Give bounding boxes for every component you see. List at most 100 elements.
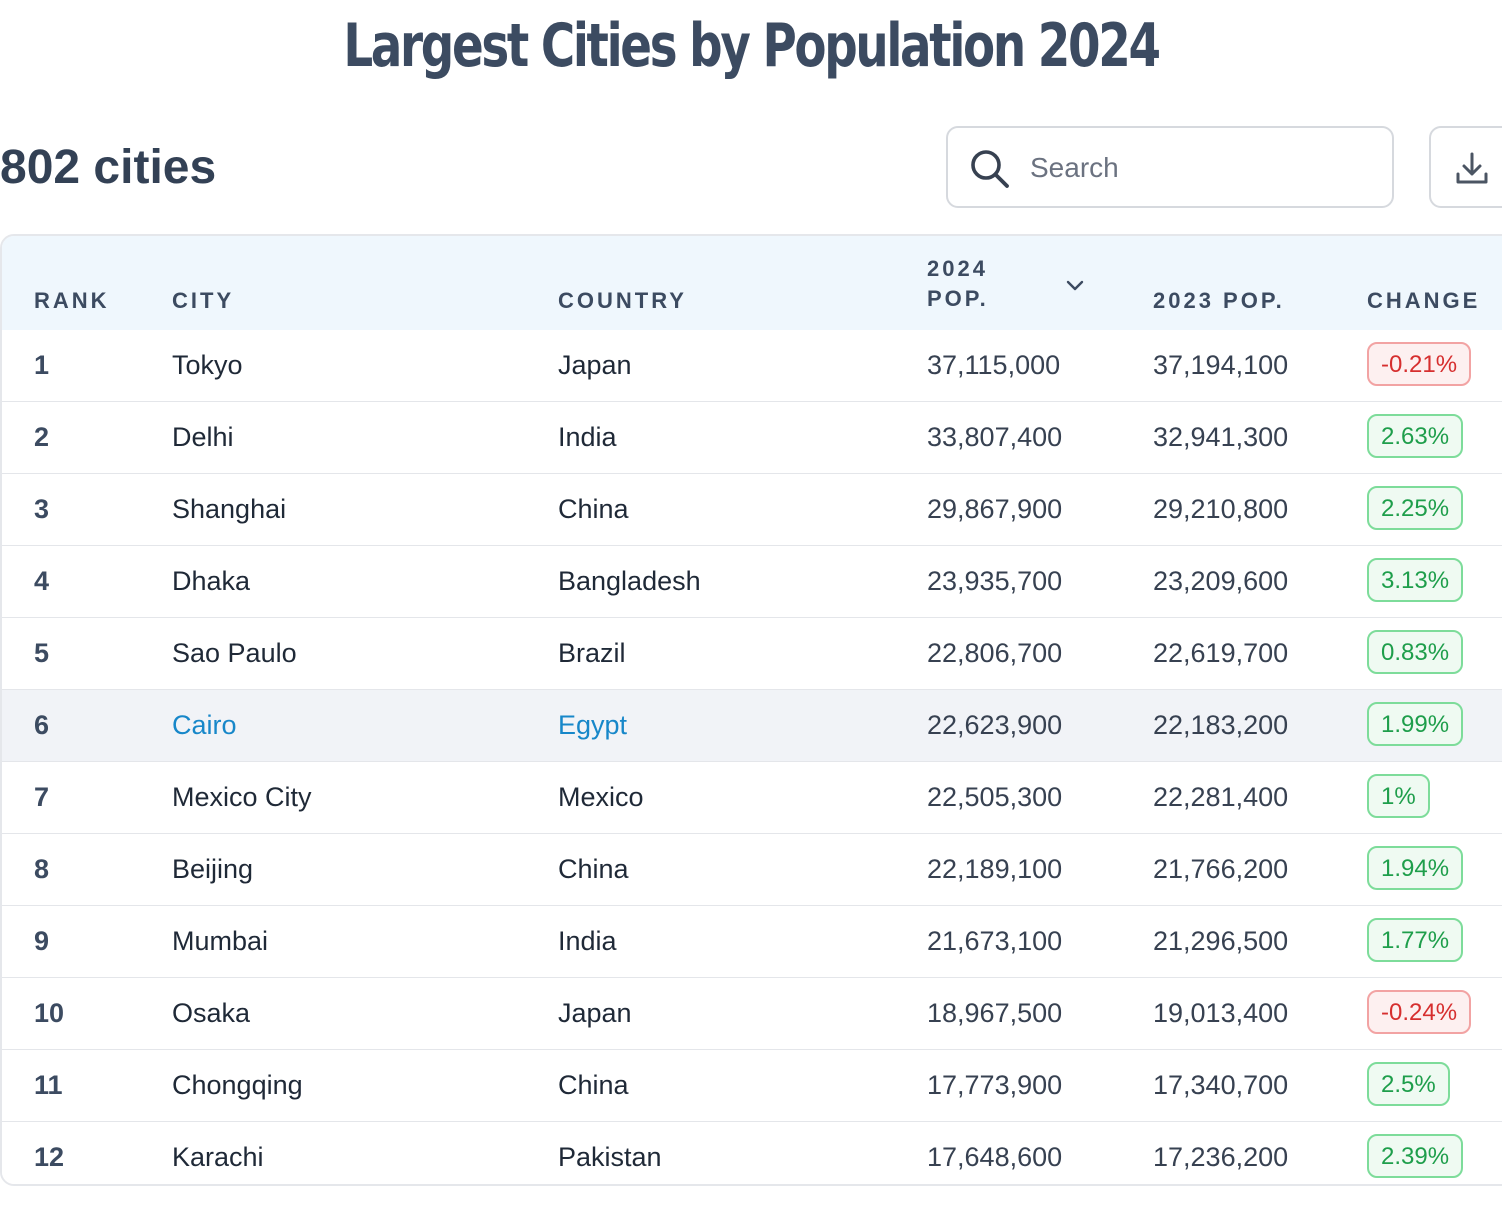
rank-cell: 12 [34, 1142, 65, 1172]
download-button[interactable] [1429, 126, 1502, 208]
population-2024-cell: 37,115,000 [927, 350, 1061, 380]
population-2023-cell: 17,236,200 [1153, 1142, 1289, 1172]
search-input[interactable]: Search [1030, 152, 1119, 183]
city-link[interactable]: Shanghai [172, 494, 287, 524]
rank-cell: 3 [34, 494, 50, 524]
change-badge: 1.77% [1367, 918, 1464, 962]
column-header-country[interactable]: COUNTRY [558, 288, 687, 313]
population-2023-cell: 17,340,700 [1153, 1070, 1289, 1100]
chevron-down-icon[interactable] [1064, 274, 1086, 296]
city-link[interactable]: Dhaka [172, 566, 251, 596]
city-link[interactable]: Beijing [172, 854, 254, 884]
table-row[interactable]: 4 Dhaka Bangladesh 23,935,700 23,209,600 3.13… [2, 546, 1502, 618]
population-2023-cell: 22,281,400 [1153, 782, 1289, 812]
city-count: 802 cities [0, 141, 217, 194]
change-badge: 1.94% [1367, 846, 1464, 890]
column-header-change[interactable]: CHANGE [1367, 288, 1481, 313]
population-2023-cell: 21,766,200 [1153, 854, 1289, 884]
table-row[interactable]: 12 Karachi Pakistan 17,648,600 17,236,200 2.3… [2, 1122, 1502, 1184]
population-2024-cell: 33,807,400 [927, 422, 1063, 452]
cities-table: RANK CITY COUNTRY 2024 POP. 2023 POP. CH… [0, 234, 1502, 1186]
rank-cell: 2 [34, 422, 50, 452]
table-header: RANK CITY COUNTRY 2024 POP. 2023 POP. CH… [2, 236, 1502, 332]
country-link[interactable]: Japan [558, 998, 632, 1028]
city-link[interactable]: Mumbai [172, 926, 269, 956]
population-2024-cell: 18,967,500 [927, 998, 1063, 1028]
table-row[interactable]: 8 Beijing China 22,189,100 21,766,200 1.94% [2, 834, 1502, 906]
change-badge: -0.21% [1367, 342, 1472, 386]
population-2024-cell: 22,623,900 [927, 710, 1063, 740]
table-row[interactable]: 3 Shanghai China 29,867,900 29,210,800 2.25% [2, 474, 1502, 546]
table-row[interactable]: 6 Cairo Egypt 22,623,900 22,183,200 1.99% [2, 690, 1502, 762]
country-link[interactable]: Japan [558, 350, 632, 380]
column-header-pop-2023[interactable]: 2023 POP. [1153, 288, 1285, 313]
change-badge: 1.99% [1367, 702, 1464, 746]
population-2024-cell: 17,648,600 [927, 1142, 1063, 1172]
table-row[interactable]: 11 Chongqing China 17,773,900 17,340,700 2.5% [2, 1050, 1502, 1122]
table-row[interactable]: 1 Tokyo Japan 37,115,000 37,194,100 -0.21% [2, 330, 1502, 402]
change-badge: -0.24% [1367, 990, 1472, 1034]
page-title: Largest Cities by Population 2024 [343, 11, 1161, 81]
population-2024-cell: 21,673,100 [927, 926, 1063, 956]
change-badge: 2.25% [1367, 486, 1464, 530]
city-link[interactable]: Sao Paulo [172, 638, 297, 668]
search-icon [971, 150, 1009, 188]
country-link[interactable]: Egypt [558, 710, 628, 740]
country-link[interactable]: Pakistan [558, 1142, 662, 1172]
population-2023-cell: 22,619,700 [1153, 638, 1289, 668]
population-2023-cell: 29,210,800 [1153, 494, 1289, 524]
country-link[interactable]: China [558, 494, 629, 524]
column-header-rank[interactable]: RANK [34, 288, 110, 313]
city-link[interactable]: Tokyo [172, 350, 243, 380]
city-link[interactable]: Osaka [172, 998, 251, 1028]
change-badge: 3.13% [1367, 558, 1464, 602]
city-link[interactable]: Mexico City [172, 782, 312, 812]
download-icon [1456, 152, 1488, 184]
population-2024-cell: 29,867,900 [927, 494, 1063, 524]
rank-cell: 6 [34, 710, 50, 740]
population-2024-cell: 22,505,300 [927, 782, 1063, 812]
table-row[interactable]: 10 Osaka Japan 18,967,500 19,013,400 -0.24% [2, 978, 1502, 1050]
population-2023-cell: 32,941,300 [1153, 422, 1289, 452]
rank-cell: 9 [34, 926, 50, 956]
search-box[interactable]: Search [946, 126, 1394, 208]
country-link[interactable]: India [558, 926, 617, 956]
country-link[interactable]: India [558, 422, 617, 452]
city-link[interactable]: Karachi [172, 1142, 264, 1172]
population-2024-cell: 22,806,700 [927, 638, 1063, 668]
country-link[interactable]: Brazil [558, 638, 626, 668]
rank-cell: 11 [34, 1070, 63, 1100]
column-header-pop-2024[interactable]: 2024 POP. [927, 256, 989, 311]
table-body: 1 Tokyo Japan 37,115,000 37,194,100 -0.21% 2 De… [2, 330, 1502, 1184]
rank-cell: 5 [34, 638, 50, 668]
rank-cell: 10 [34, 998, 65, 1028]
country-link[interactable]: Bangladesh [558, 566, 701, 596]
city-link[interactable]: Cairo [172, 710, 237, 740]
population-2023-cell: 22,183,200 [1153, 710, 1289, 740]
rank-cell: 7 [34, 782, 50, 812]
country-link[interactable]: China [558, 1070, 629, 1100]
rank-cell: 4 [34, 566, 50, 596]
population-2023-cell: 23,209,600 [1153, 566, 1289, 596]
change-badge: 2.39% [1367, 1134, 1464, 1178]
change-badge: 2.5% [1367, 1062, 1450, 1106]
city-link[interactable]: Delhi [172, 422, 234, 452]
population-2024-cell: 23,935,700 [927, 566, 1063, 596]
column-header-city[interactable]: CITY [172, 288, 235, 313]
change-badge: 2.63% [1367, 414, 1464, 458]
population-2023-cell: 37,194,100 [1153, 350, 1289, 380]
table-row[interactable]: 5 Sao Paulo Brazil 22,806,700 22,619,700 0.83… [2, 618, 1502, 690]
rank-cell: 1 [34, 350, 50, 380]
city-link[interactable]: Chongqing [172, 1070, 303, 1100]
country-link[interactable]: China [558, 854, 629, 884]
population-2023-cell: 21,296,500 [1153, 926, 1289, 956]
change-badge: 1% [1367, 774, 1430, 818]
table-row[interactable]: 9 Mumbai India 21,673,100 21,296,500 1.77% [2, 906, 1502, 978]
country-link[interactable]: Mexico [558, 782, 644, 812]
change-badge: 0.83% [1367, 630, 1464, 674]
table-row[interactable]: 7 Mexico City Mexico 22,505,300 22,281,400 1% [2, 762, 1502, 834]
population-2023-cell: 19,013,400 [1153, 998, 1289, 1028]
population-2024-cell: 17,773,900 [927, 1070, 1063, 1100]
table-row[interactable]: 2 Delhi India 33,807,400 32,941,300 2.63% [2, 402, 1502, 474]
